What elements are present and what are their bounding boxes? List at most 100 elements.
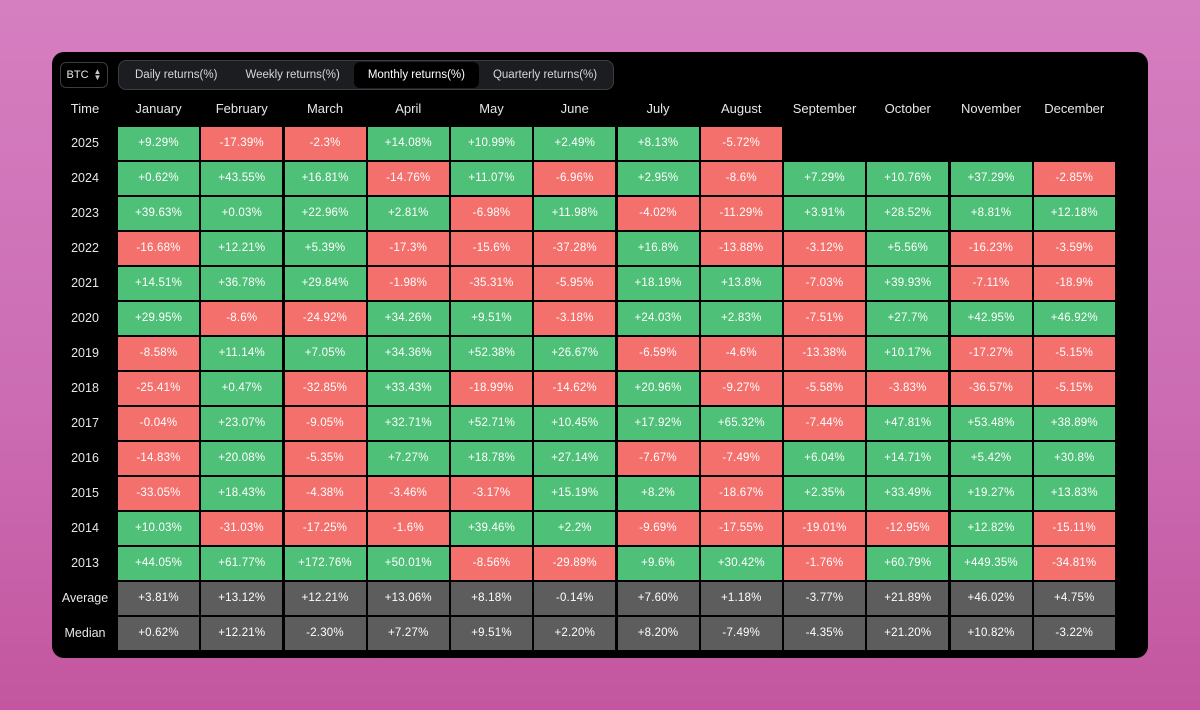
return-cell-2013-november[interactable]: +449.35%	[950, 547, 1032, 580]
return-cell-2023-january[interactable]: +39.63%	[118, 197, 199, 230]
return-cell-median-august[interactable]: -7.49%	[700, 617, 782, 650]
return-cell-2014-june[interactable]: +2.2%	[534, 512, 616, 545]
return-cell-average-june[interactable]: -0.14%	[534, 582, 616, 615]
return-cell-2015-march[interactable]: -4.38%	[284, 477, 366, 510]
return-cell-2023-june[interactable]: +11.98%	[534, 197, 616, 230]
return-cell-average-april[interactable]: +13.06%	[367, 582, 449, 615]
return-cell-median-june[interactable]: +2.20%	[534, 617, 616, 650]
return-cell-2023-december[interactable]: +12.18%	[1033, 197, 1115, 230]
return-cell-2019-march[interactable]: +7.05%	[284, 337, 366, 370]
return-cell-average-january[interactable]: +3.81%	[118, 582, 199, 615]
return-cell-2018-june[interactable]: -14.62%	[534, 372, 616, 405]
return-cell-2014-may[interactable]: +39.46%	[451, 512, 532, 545]
return-cell-2017-may[interactable]: +52.71%	[451, 407, 532, 440]
return-cell-2020-october[interactable]: +27.7%	[867, 302, 949, 335]
return-cell-2022-november[interactable]: -16.23%	[950, 232, 1032, 265]
return-cell-average-february[interactable]: +13.12%	[201, 582, 283, 615]
return-cell-2021-april[interactable]: -1.98%	[367, 267, 449, 300]
return-cell-average-july[interactable]: +7.60%	[617, 582, 699, 615]
return-cell-2016-january[interactable]: -14.83%	[118, 442, 199, 475]
return-cell-average-october[interactable]: +21.89%	[867, 582, 949, 615]
return-cell-2023-march[interactable]: +22.96%	[284, 197, 366, 230]
return-cell-2013-january[interactable]: +44.05%	[118, 547, 199, 580]
return-cell-average-may[interactable]: +8.18%	[451, 582, 532, 615]
return-cell-2018-february[interactable]: +0.47%	[201, 372, 283, 405]
return-cell-2020-may[interactable]: +9.51%	[451, 302, 532, 335]
return-cell-2020-june[interactable]: -3.18%	[534, 302, 616, 335]
return-cell-2013-june[interactable]: -29.89%	[534, 547, 616, 580]
return-cell-2020-january[interactable]: +29.95%	[118, 302, 199, 335]
return-cell-2014-april[interactable]: -1.6%	[367, 512, 449, 545]
return-cell-2022-july[interactable]: +16.8%	[617, 232, 699, 265]
return-cell-2023-may[interactable]: -6.98%	[451, 197, 532, 230]
return-cell-median-december[interactable]: -3.22%	[1033, 617, 1115, 650]
return-cell-2017-october[interactable]: +47.81%	[867, 407, 949, 440]
return-cell-2025-january[interactable]: +9.29%	[118, 127, 199, 160]
return-cell-2024-july[interactable]: +2.95%	[617, 162, 699, 195]
return-cell-2019-january[interactable]: -8.58%	[118, 337, 199, 370]
return-cell-2025-february[interactable]: -17.39%	[201, 127, 283, 160]
return-cell-2015-august[interactable]: -18.67%	[700, 477, 782, 510]
return-cell-2014-february[interactable]: -31.03%	[201, 512, 283, 545]
return-cell-2020-february[interactable]: -8.6%	[201, 302, 283, 335]
return-cell-2017-march[interactable]: -9.05%	[284, 407, 366, 440]
return-cell-2022-october[interactable]: +5.56%	[867, 232, 949, 265]
return-cell-average-august[interactable]: +1.18%	[700, 582, 782, 615]
return-cell-2023-november[interactable]: +8.81%	[950, 197, 1032, 230]
return-cell-median-february[interactable]: +12.21%	[201, 617, 283, 650]
return-cell-2018-november[interactable]: -36.57%	[950, 372, 1032, 405]
return-cell-2013-may[interactable]: -8.56%	[451, 547, 532, 580]
return-cell-2019-november[interactable]: -17.27%	[950, 337, 1032, 370]
return-cell-2018-september[interactable]: -5.58%	[784, 372, 865, 405]
return-cell-2013-march[interactable]: +172.76%	[284, 547, 366, 580]
return-cell-average-december[interactable]: +4.75%	[1033, 582, 1115, 615]
return-cell-2018-april[interactable]: +33.43%	[367, 372, 449, 405]
return-cell-median-january[interactable]: +0.62%	[118, 617, 199, 650]
return-cell-2015-october[interactable]: +33.49%	[867, 477, 949, 510]
return-cell-2024-january[interactable]: +0.62%	[118, 162, 199, 195]
return-cell-2014-november[interactable]: +12.82%	[950, 512, 1032, 545]
return-cell-2020-march[interactable]: -24.92%	[284, 302, 366, 335]
return-cell-average-november[interactable]: +46.02%	[950, 582, 1032, 615]
return-cell-2025-june[interactable]: +2.49%	[534, 127, 616, 160]
return-cell-2019-june[interactable]: +26.67%	[534, 337, 616, 370]
return-cell-2014-december[interactable]: -15.11%	[1033, 512, 1115, 545]
return-cell-2022-december[interactable]: -3.59%	[1033, 232, 1115, 265]
return-cell-2016-august[interactable]: -7.49%	[700, 442, 782, 475]
return-cell-2021-august[interactable]: +13.8%	[700, 267, 782, 300]
return-cell-2020-november[interactable]: +42.95%	[950, 302, 1032, 335]
return-cell-2018-july[interactable]: +20.96%	[617, 372, 699, 405]
tab-weekly-returns[interactable]: Weekly returns(%)	[245, 69, 340, 81]
return-cell-2014-march[interactable]: -17.25%	[284, 512, 366, 545]
return-cell-2023-august[interactable]: -11.29%	[700, 197, 782, 230]
return-cell-2021-february[interactable]: +36.78%	[201, 267, 283, 300]
return-cell-2016-july[interactable]: -7.67%	[617, 442, 699, 475]
return-cell-2018-january[interactable]: -25.41%	[118, 372, 199, 405]
return-cell-2024-november[interactable]: +37.29%	[950, 162, 1032, 195]
return-cell-median-september[interactable]: -4.35%	[784, 617, 865, 650]
return-cell-average-september[interactable]: -3.77%	[784, 582, 865, 615]
return-cell-2017-september[interactable]: -7.44%	[784, 407, 865, 440]
return-cell-2024-may[interactable]: +11.07%	[451, 162, 532, 195]
asset-selector[interactable]: BTC ▲ ▼	[60, 62, 108, 88]
return-cell-2019-february[interactable]: +11.14%	[201, 337, 283, 370]
return-cell-2023-april[interactable]: +2.81%	[367, 197, 449, 230]
return-cell-2018-august[interactable]: -9.27%	[700, 372, 782, 405]
return-cell-2023-september[interactable]: +3.91%	[784, 197, 865, 230]
return-cell-2014-january[interactable]: +10.03%	[118, 512, 199, 545]
return-cell-median-april[interactable]: +7.27%	[367, 617, 449, 650]
return-cell-2021-march[interactable]: +29.84%	[284, 267, 366, 300]
return-cell-2015-december[interactable]: +13.83%	[1033, 477, 1115, 510]
return-cell-2013-october[interactable]: +60.79%	[867, 547, 949, 580]
return-cell-2019-october[interactable]: +10.17%	[867, 337, 949, 370]
return-cell-2023-july[interactable]: -4.02%	[617, 197, 699, 230]
return-cell-2019-august[interactable]: -4.6%	[700, 337, 782, 370]
return-cell-average-march[interactable]: +12.21%	[284, 582, 366, 615]
return-cell-2016-february[interactable]: +20.08%	[201, 442, 283, 475]
tab-monthly-returns[interactable]: Monthly returns(%)	[353, 62, 479, 88]
return-cell-2013-december[interactable]: -34.81%	[1033, 547, 1115, 580]
return-cell-2024-april[interactable]: -14.76%	[367, 162, 449, 195]
return-cell-2015-july[interactable]: +8.2%	[617, 477, 699, 510]
return-cell-median-november[interactable]: +10.82%	[950, 617, 1032, 650]
return-cell-2016-september[interactable]: +6.04%	[784, 442, 865, 475]
